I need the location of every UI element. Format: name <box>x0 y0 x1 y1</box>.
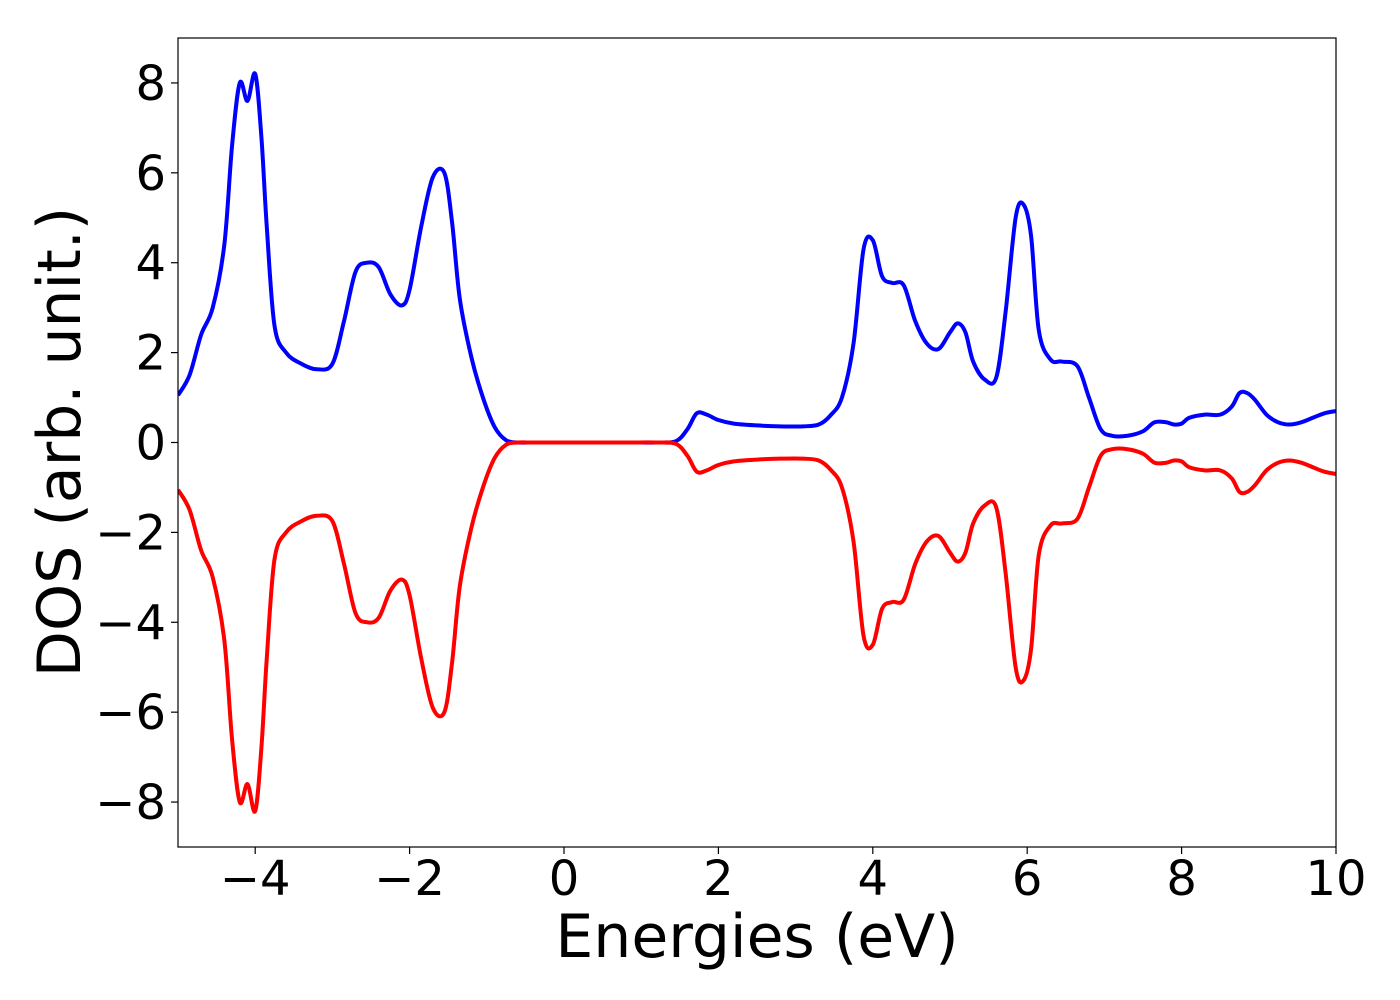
x-tick-label: −2 <box>374 851 445 907</box>
y-tick-label: −2 <box>95 505 166 561</box>
x-tick-label: 10 <box>1305 851 1366 907</box>
spin-down-line <box>178 440 1336 814</box>
x-tick-label: 2 <box>703 851 734 907</box>
y-axis-title: DOS (arb. unit.) <box>25 207 95 677</box>
y-tick-label: −6 <box>95 685 166 741</box>
x-tick-label: 0 <box>549 851 580 907</box>
x-tick-label: −4 <box>220 851 291 907</box>
y-tick-label: 0 <box>135 416 166 472</box>
plot-area <box>177 37 1337 848</box>
plot-frame <box>177 37 1337 848</box>
y-tick-label: 6 <box>135 146 166 202</box>
y-tick-label: 4 <box>135 236 166 292</box>
x-axis-ticks: −4 −2 0 2 4 6 8 10 <box>220 847 1367 907</box>
y-tick-label: 2 <box>135 326 166 382</box>
spin-up-line <box>178 71 1336 445</box>
x-tick-label: 6 <box>1012 851 1043 907</box>
x-axis-title: Energies (eV) <box>555 902 958 972</box>
y-tick-label: −8 <box>95 775 166 831</box>
x-tick-label: 4 <box>858 851 889 907</box>
x-tick-label: 8 <box>1166 851 1197 907</box>
y-tick-label: −4 <box>95 595 166 651</box>
y-axis-ticks: −8 −6 −4 −2 0 2 4 6 8 <box>95 56 178 831</box>
y-tick-label: 8 <box>135 56 166 112</box>
